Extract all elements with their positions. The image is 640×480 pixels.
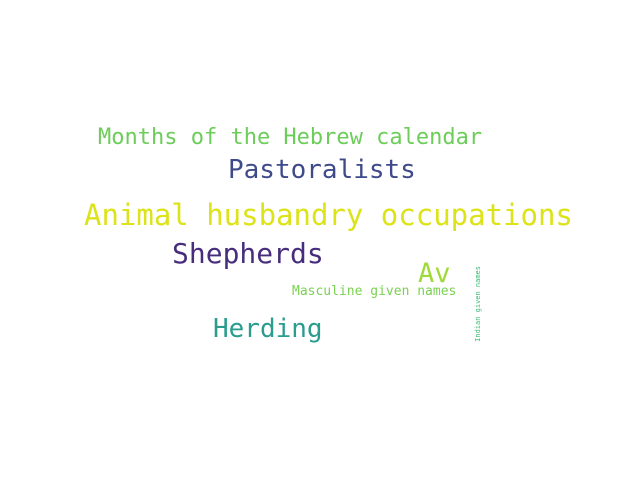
word-indian-given-names: Indian given names <box>474 266 482 342</box>
word-herding: Herding <box>213 314 323 344</box>
word-pastoralists: Pastoralists <box>228 155 416 185</box>
word-animal-husbandry-occupations: Animal husbandry occupations <box>84 198 573 232</box>
word-shepherds: Shepherds <box>172 237 324 270</box>
word-months-of-the-hebrew-calendar: Months of the Hebrew calendar <box>98 125 483 150</box>
word-av: Av <box>418 258 451 289</box>
word-masculine-given-names: Masculine given names <box>292 284 457 299</box>
